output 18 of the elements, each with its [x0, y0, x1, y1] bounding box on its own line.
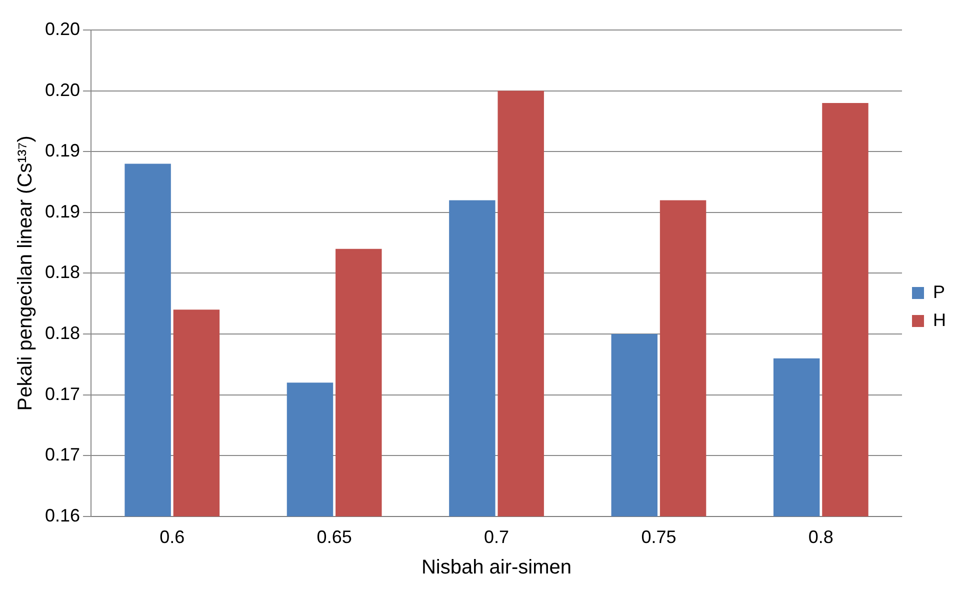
y-tick-label: 0.20: [44, 80, 80, 100]
y-axis-title: Pekali pengecilan linear (Cs¹³⁷): [14, 136, 37, 411]
x-tick-label: 0.75: [641, 527, 676, 548]
y-tick-label: 0.18: [44, 322, 80, 343]
x-tick-label: 0.65: [316, 527, 352, 548]
legend-label: H: [933, 310, 946, 330]
y-tick-label: 0.19: [44, 140, 80, 161]
y-tick-label: 0.20: [44, 18, 80, 39]
y-tick-label: 0.17: [44, 384, 80, 404]
y-tick-label: 0.19: [44, 201, 80, 222]
legend-label: P: [933, 282, 946, 302]
y-tick-label: 0.18: [44, 262, 80, 282]
y-tick-label: 0.17: [44, 444, 80, 465]
x-tick-label: 0.7: [484, 527, 510, 548]
x-axis-title: Nisbah air-simen: [421, 556, 572, 579]
y-tick-label: 0.16: [44, 505, 80, 526]
x-tick-label: 0.6: [160, 527, 185, 548]
x-tick-label: 0.8: [808, 527, 834, 548]
